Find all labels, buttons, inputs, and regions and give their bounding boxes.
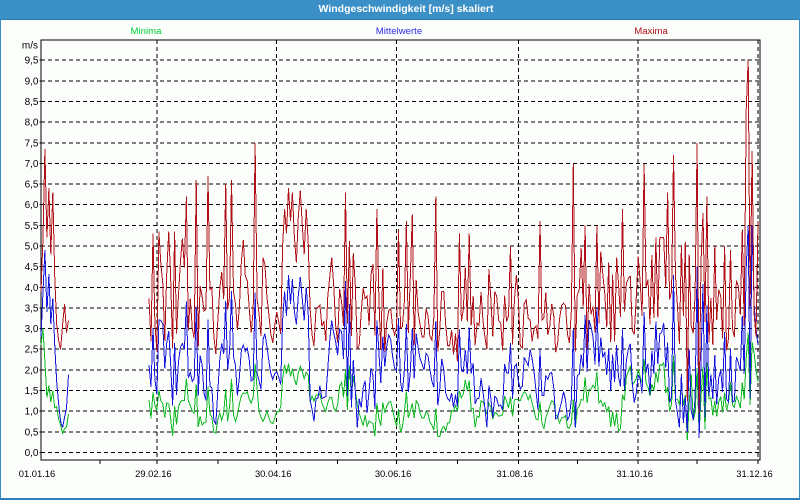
svg-text:9,0: 9,0 <box>25 76 39 87</box>
svg-text:0,5: 0,5 <box>25 427 39 438</box>
svg-text:m/s: m/s <box>22 41 38 52</box>
svg-text:3,5: 3,5 <box>25 303 39 314</box>
svg-text:5,5: 5,5 <box>25 221 39 232</box>
svg-text:6,0: 6,0 <box>25 200 39 211</box>
svg-text:7,5: 7,5 <box>25 138 39 149</box>
svg-text:5,0: 5,0 <box>25 242 39 253</box>
svg-text:01.01.16: 01.01.16 <box>19 468 56 479</box>
svg-text:Maxima: Maxima <box>634 26 668 37</box>
svg-text:1,5: 1,5 <box>25 386 39 397</box>
svg-text:31.10.16: 31.10.16 <box>616 468 653 479</box>
svg-text:29.02.16: 29.02.16 <box>135 468 172 479</box>
svg-text:Mittelwerte: Mittelwerte <box>376 26 422 37</box>
svg-text:4,5: 4,5 <box>25 262 39 273</box>
svg-text:2,0: 2,0 <box>25 365 39 376</box>
svg-text:7,0: 7,0 <box>25 159 39 170</box>
svg-text:2,5: 2,5 <box>25 345 39 356</box>
svg-text:31.12.16: 31.12.16 <box>736 468 773 479</box>
svg-text:3,0: 3,0 <box>25 324 39 335</box>
svg-text:9,5: 9,5 <box>25 56 39 67</box>
svg-text:8,5: 8,5 <box>25 97 39 108</box>
svg-text:30.04.16: 30.04.16 <box>255 468 292 479</box>
svg-text:31.08.16: 31.08.16 <box>497 468 534 479</box>
svg-text:1,0: 1,0 <box>25 407 39 418</box>
svg-text:30.06.16: 30.06.16 <box>375 468 412 479</box>
svg-text:0,0: 0,0 <box>25 448 39 459</box>
svg-text:Minima: Minima <box>131 26 163 37</box>
svg-text:8,0: 8,0 <box>25 118 39 129</box>
svg-text:4,0: 4,0 <box>25 283 39 294</box>
svg-text:6,5: 6,5 <box>25 180 39 191</box>
